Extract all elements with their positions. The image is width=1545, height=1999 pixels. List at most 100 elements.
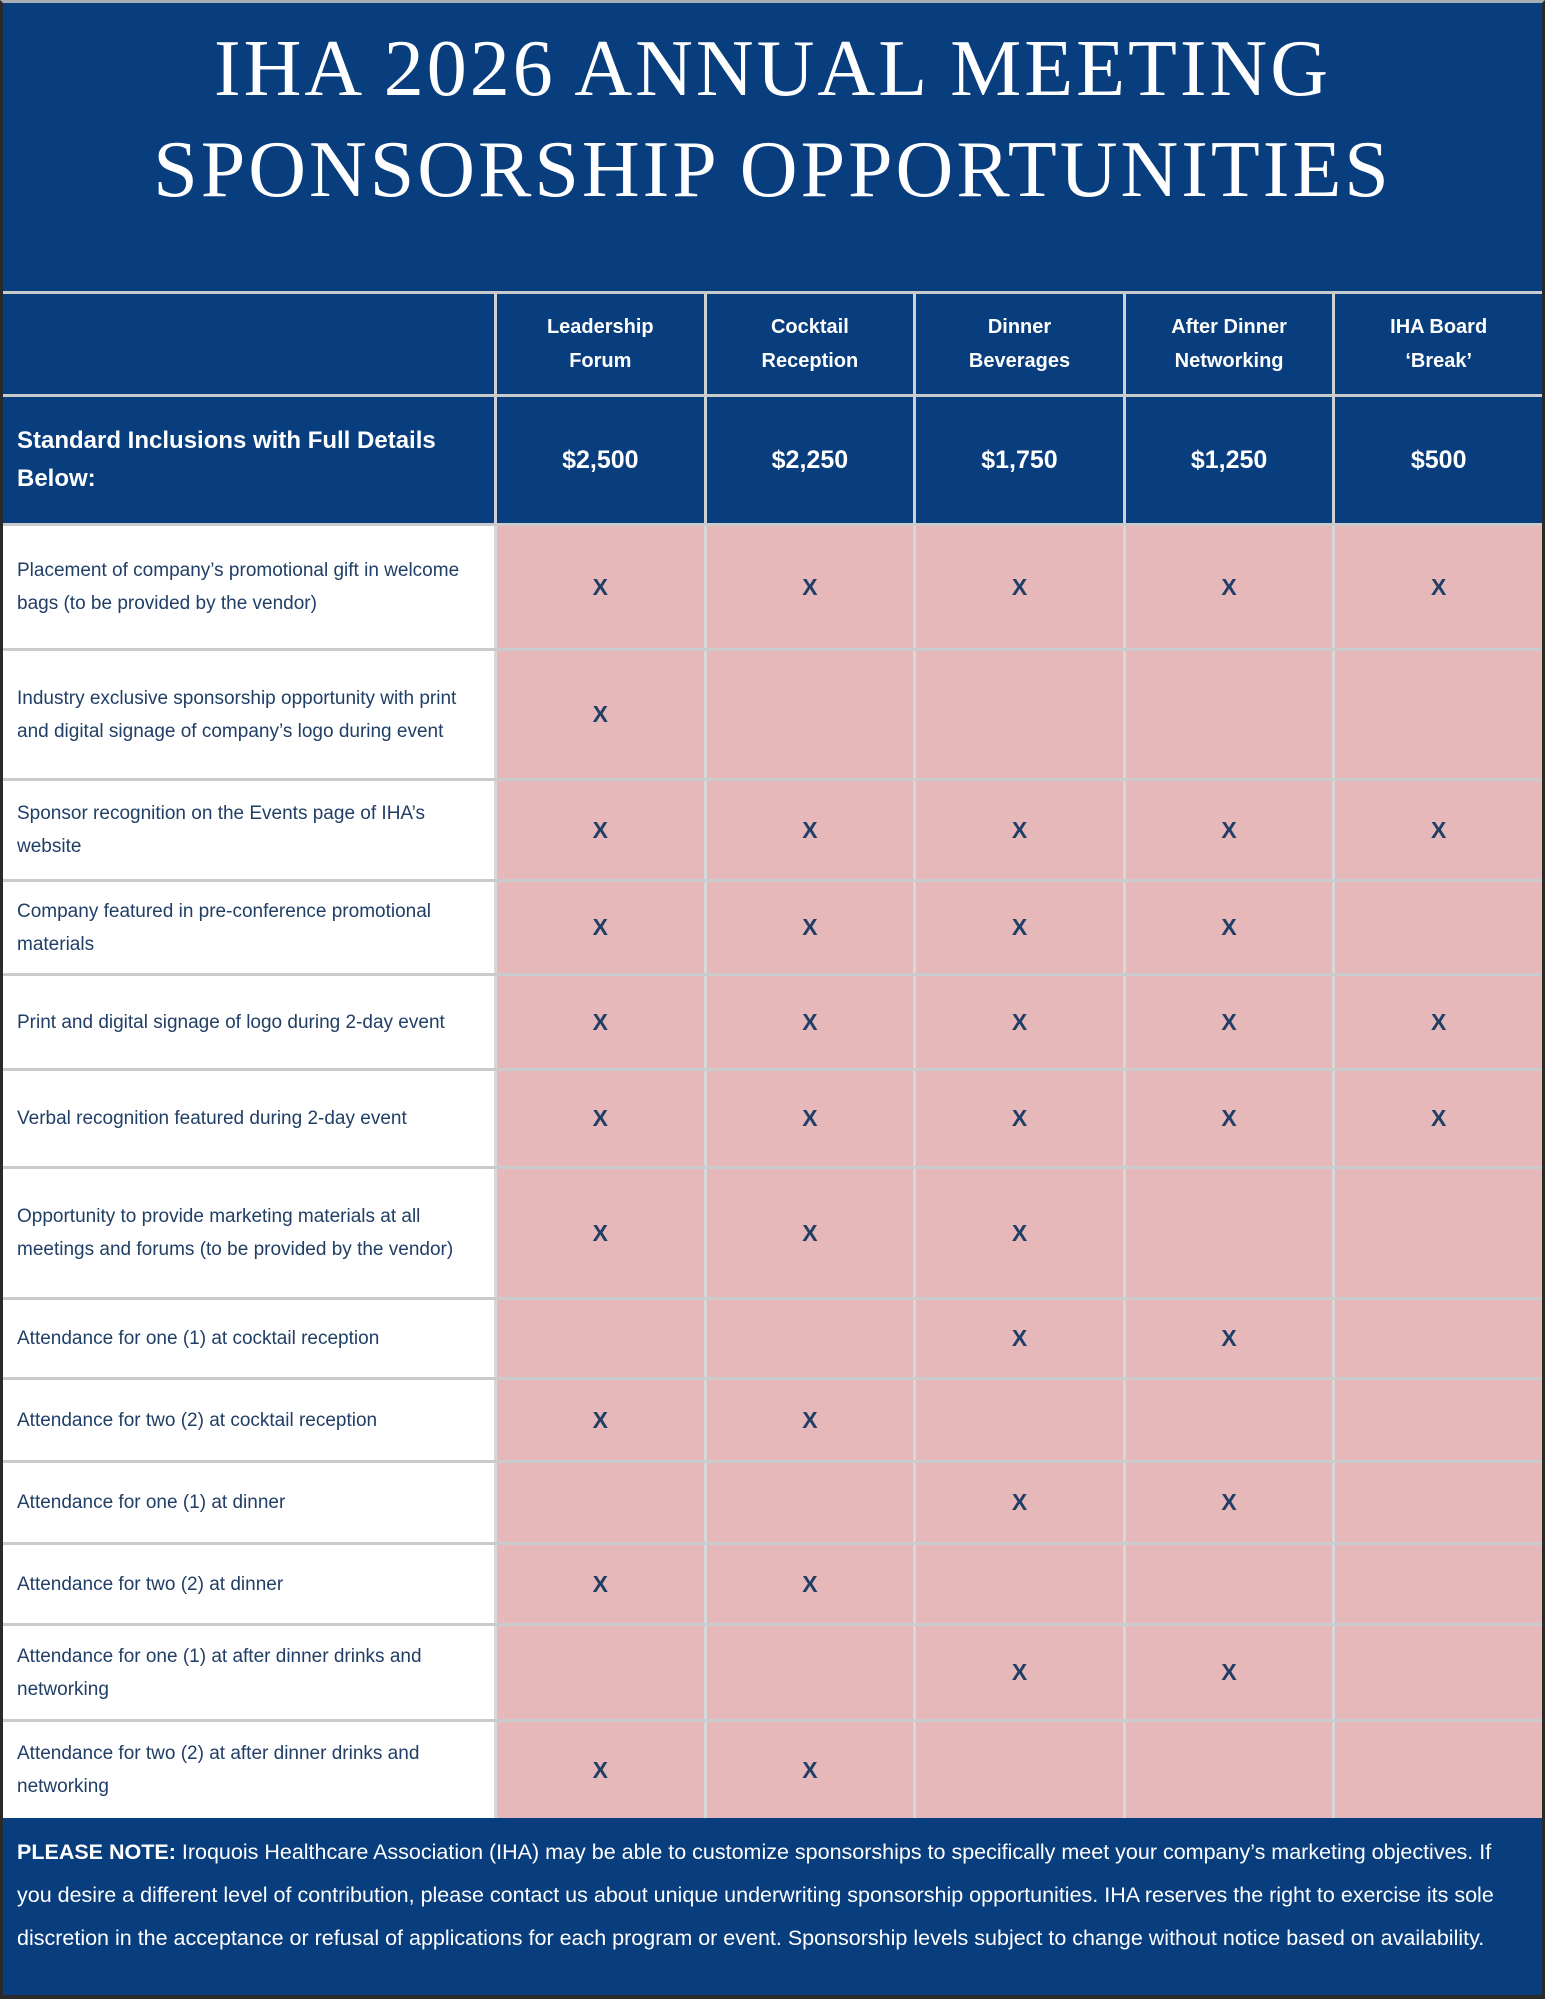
column-header-dinner-beverages: Dinner Beverages [913,294,1123,394]
mark-cell: X [1122,882,1333,973]
mark-cell [1332,1300,1542,1377]
mark-cell [1332,882,1542,973]
feature-label: Attendance for two (2) at after dinner d… [3,1722,494,1818]
mark-cell: X [494,1545,704,1623]
mark-cell: X [494,1722,704,1818]
table-row: Attendance for two (2) at cocktail recep… [3,1377,1542,1460]
mark-cell: X [494,1380,704,1460]
footer-note: PLEASE NOTE: Iroquois Healthcare Associa… [3,1818,1542,1995]
mark-cell [703,1626,914,1719]
footer-note-text: Iroquois Healthcare Association (IHA) ma… [17,1840,1494,1950]
mark-cell: X [494,781,704,879]
mark-cell [1122,1380,1333,1460]
feature-label: Opportunity to provide marketing materia… [3,1169,494,1297]
mark-cell [913,1722,1123,1818]
mark-cell: X [494,976,704,1068]
price-cell: $2,500 [494,397,704,523]
mark-cell: X [1122,976,1333,1068]
mark-cell: X [913,781,1123,879]
header-spacer-cell [3,294,494,394]
price-cell: $500 [1332,397,1542,523]
mark-cell: X [703,526,914,648]
price-cell: $2,250 [703,397,914,523]
mark-cell: X [1332,1071,1542,1166]
mark-cell: X [913,1169,1123,1297]
mark-cell: X [1122,526,1333,648]
feature-label: Verbal recognition featured during 2-day… [3,1071,494,1166]
mark-cell: X [1332,781,1542,879]
table-row: Attendance for two (2) at after dinner d… [3,1719,1542,1818]
mark-cell: X [703,1722,914,1818]
table-row: Verbal recognition featured during 2-day… [3,1068,1542,1166]
mark-cell [494,1463,704,1542]
mark-cell [913,1545,1123,1623]
mark-cell [703,651,914,778]
mark-cell: X [494,1169,704,1297]
mark-cell [1122,651,1333,778]
inclusions-heading: Standard Inclusions with Full Details Be… [3,397,494,523]
table-row: Attendance for one (1) at dinner X X [3,1460,1542,1542]
price-cell: $1,750 [913,397,1123,523]
mark-cell: X [1332,526,1542,648]
mark-cell: X [1122,1463,1333,1542]
mark-cell [1332,651,1542,778]
page-title-line-2: SPONSORSHIP OPPORTUNITIES [153,126,1392,214]
table-row: Attendance for one (1) at after dinner d… [3,1623,1542,1719]
mark-cell [1332,1545,1542,1623]
table-row: Company featured in pre-conference promo… [3,879,1542,973]
mark-cell: X [703,1380,914,1460]
mark-cell [703,1300,914,1377]
mark-cell: X [913,976,1123,1068]
footer-note-label: PLEASE NOTE: [17,1840,176,1864]
mark-cell: X [913,1626,1123,1719]
feature-label: Attendance for one (1) at after dinner d… [3,1626,494,1719]
table-row: Attendance for two (2) at dinner X X [3,1542,1542,1623]
mark-cell [1332,1463,1542,1542]
mark-cell: X [703,976,914,1068]
price-row: Standard Inclusions with Full Details Be… [3,394,1542,523]
mark-cell: X [913,882,1123,973]
feature-label: Company featured in pre-conference promo… [3,882,494,973]
column-header-after-dinner-networking: After Dinner Networking [1122,294,1333,394]
price-cell: $1,250 [1122,397,1333,523]
mark-cell [1332,1380,1542,1460]
feature-label: Placement of company’s promotional gift … [3,526,494,648]
mark-cell: X [494,651,704,778]
feature-label: Print and digital signage of logo during… [3,976,494,1068]
feature-label: Sponsor recognition on the Events page o… [3,781,494,879]
feature-label: Attendance for two (2) at dinner [3,1545,494,1623]
mark-cell [703,1463,914,1542]
sponsorship-table: Leadership Forum Cocktail Reception Dinn… [3,291,1542,1818]
mark-cell: X [703,1169,914,1297]
mark-cell [494,1626,704,1719]
table-row: Industry exclusive sponsorship opportuni… [3,648,1542,778]
column-header-iha-board-break: IHA Board ‘Break’ [1332,294,1542,394]
page-title-line-1: IHA 2026 ANNUAL MEETING [213,25,1332,113]
column-header-row: Leadership Forum Cocktail Reception Dinn… [3,291,1542,394]
table-row: Opportunity to provide marketing materia… [3,1166,1542,1297]
mark-cell [913,1380,1123,1460]
feature-label: Industry exclusive sponsorship opportuni… [3,651,494,778]
mark-cell: X [494,882,704,973]
feature-label: Attendance for one (1) at dinner [3,1463,494,1542]
mark-cell: X [913,1463,1123,1542]
mark-cell: X [703,1071,914,1166]
mark-cell: X [1122,1300,1333,1377]
mark-cell [1122,1169,1333,1297]
mark-cell [913,651,1123,778]
mark-cell: X [1122,1626,1333,1719]
mark-cell [1332,1626,1542,1719]
mark-cell: X [494,526,704,648]
mark-cell: X [1122,1071,1333,1166]
mark-cell: X [913,1300,1123,1377]
mark-cell: X [494,1071,704,1166]
column-header-cocktail-reception: Cocktail Reception [703,294,914,394]
mark-cell: X [703,882,914,973]
mark-cell [1122,1722,1333,1818]
feature-label: Attendance for two (2) at cocktail recep… [3,1380,494,1460]
table-row: Sponsor recognition on the Events page o… [3,778,1542,879]
table-row: Print and digital signage of logo during… [3,973,1542,1068]
table-row: Placement of company’s promotional gift … [3,523,1542,648]
mark-cell [1332,1722,1542,1818]
